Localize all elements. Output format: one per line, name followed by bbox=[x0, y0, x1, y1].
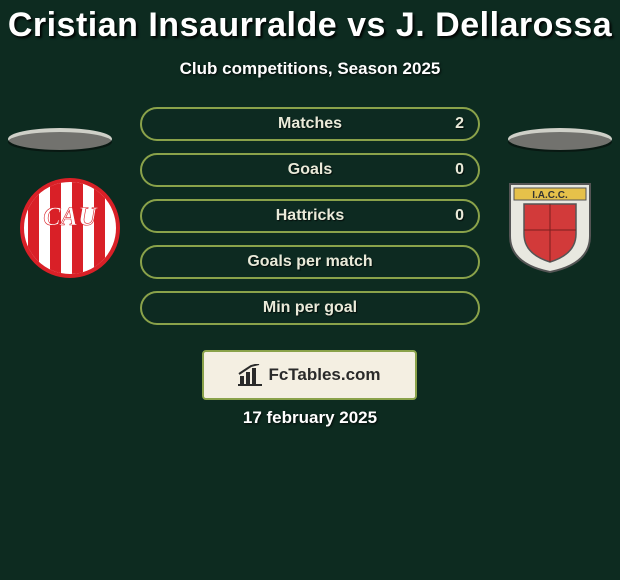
stat-label: Goals bbox=[288, 161, 332, 179]
page-title: Cristian Insaurralde vs J. Dellarossa bbox=[0, 0, 620, 45]
stat-row-hattricks: Hattricks 0 bbox=[140, 199, 480, 233]
date-text: 17 february 2025 bbox=[0, 408, 620, 428]
stat-row-matches: Matches 2 bbox=[140, 107, 480, 141]
stats-panel: Matches 2 Goals 0 Hattricks 0 Goals per … bbox=[140, 107, 480, 325]
stat-row-min-per-goal: Min per goal bbox=[140, 291, 480, 325]
club-badge-right: I.A.C.C. bbox=[500, 174, 600, 274]
stat-value-right: 0 bbox=[455, 161, 464, 179]
chart-icon bbox=[238, 364, 264, 386]
club-left-initials: CAU bbox=[43, 202, 98, 231]
player-right-silhouette bbox=[506, 126, 614, 152]
footer-logo-box: FcTables.com bbox=[202, 350, 417, 400]
club-right-initials: I.A.C.C. bbox=[532, 190, 568, 201]
player-left-silhouette bbox=[6, 126, 114, 152]
stat-label: Matches bbox=[278, 115, 342, 133]
club-badge-left: CAU bbox=[20, 178, 120, 278]
stat-row-goals-per-match: Goals per match bbox=[140, 245, 480, 279]
footer-logo-text: FcTables.com bbox=[268, 365, 380, 385]
stat-label: Min per goal bbox=[263, 299, 357, 317]
stat-label: Goals per match bbox=[247, 253, 372, 271]
stat-value-right: 2 bbox=[455, 115, 464, 133]
subtitle: Club competitions, Season 2025 bbox=[0, 59, 620, 79]
stat-value-right: 0 bbox=[455, 207, 464, 225]
stat-label: Hattricks bbox=[276, 207, 344, 225]
stat-row-goals: Goals 0 bbox=[140, 153, 480, 187]
